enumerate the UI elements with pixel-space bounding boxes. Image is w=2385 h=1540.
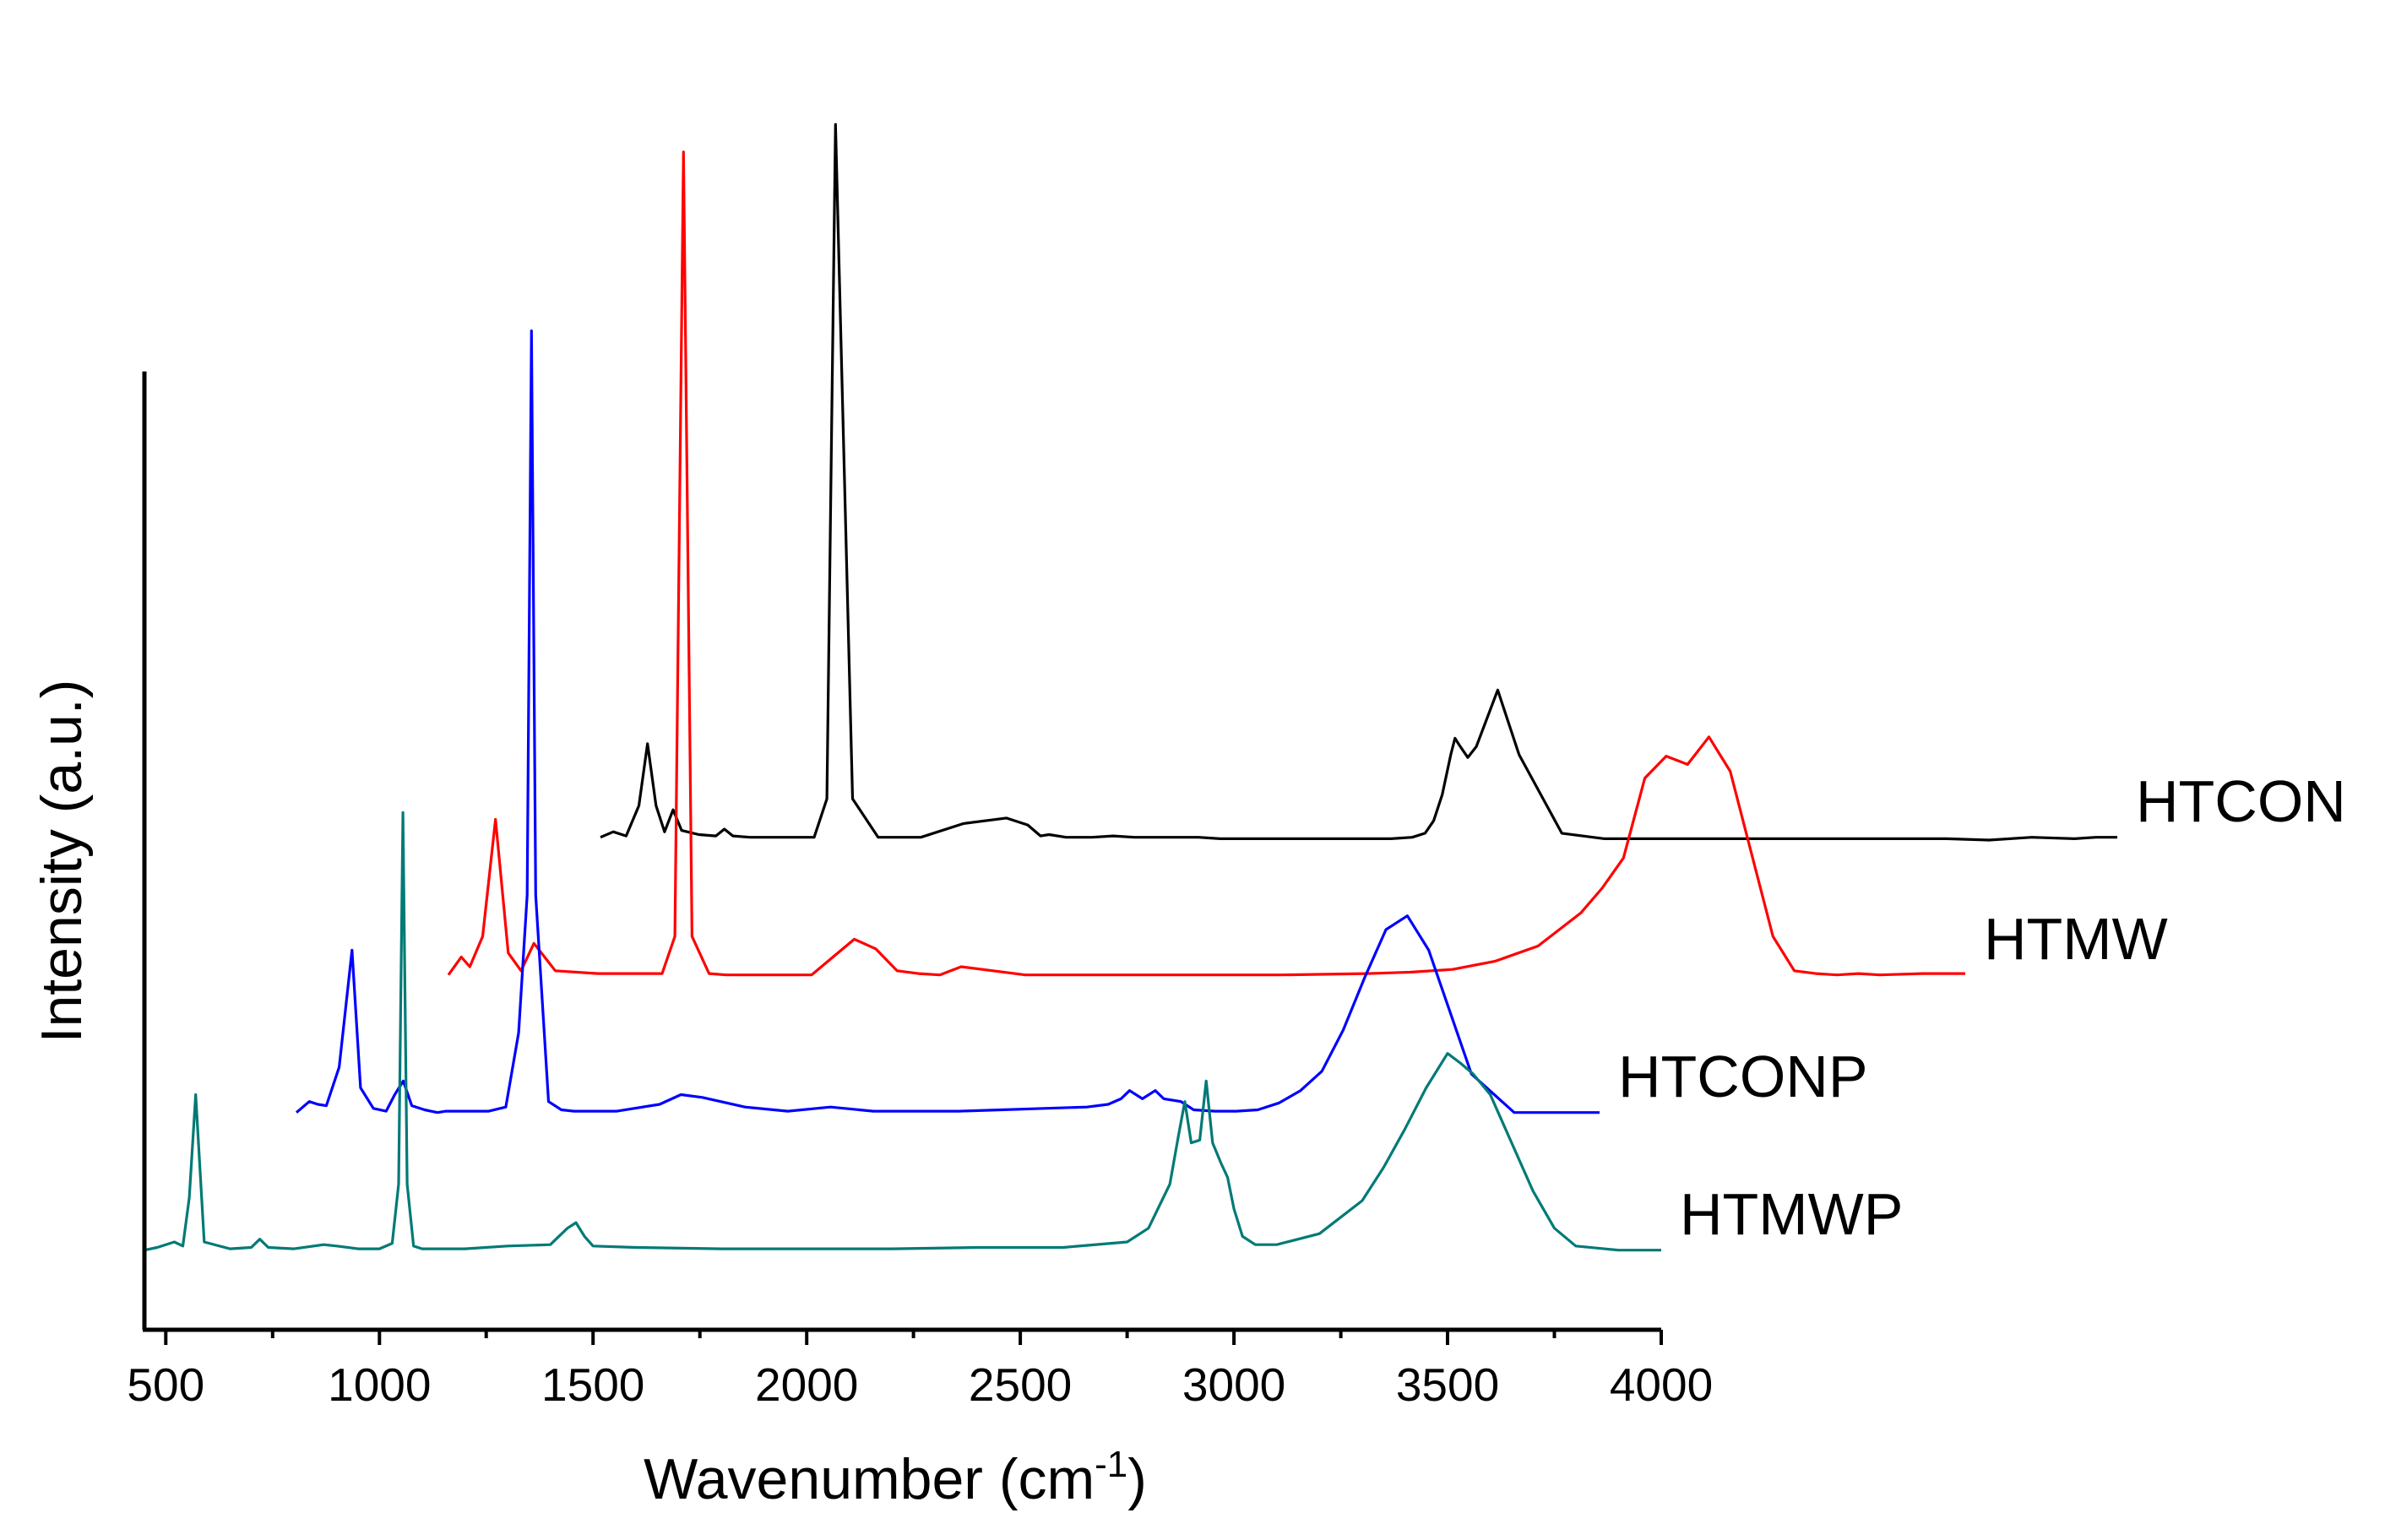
series-line-htcon [600, 122, 2117, 842]
x-axis-title-superscript: -1 [1095, 1444, 1127, 1485]
y-axis-title: Intensity (a.u.) [30, 680, 94, 1044]
axes [142, 371, 1661, 1332]
x-tick-label: 1500 [541, 1358, 644, 1411]
x-tick-label: 500 [127, 1358, 204, 1411]
x-axis-title: Wavenumber (cm-1) [644, 1444, 1147, 1511]
series-labels: HTCON HTMW HTCONP HTMWP [1618, 768, 2346, 1247]
series-label-htcon: HTCON [2136, 768, 2346, 834]
x-tick-label: 2000 [755, 1358, 858, 1411]
x-tick-label: 3000 [1182, 1358, 1285, 1411]
series-line-htmw [447, 150, 1965, 977]
x-ticks [164, 1330, 1663, 1345]
series-line-htmwp [144, 811, 1661, 1252]
series-line-htconp [295, 329, 1600, 1114]
x-tick-label: 3500 [1396, 1358, 1499, 1411]
spectra-traces [144, 122, 2117, 1252]
series-label-htmwp: HTMWP [1680, 1181, 1903, 1247]
series-label-htconp: HTCONP [1618, 1044, 1868, 1109]
x-tick-labels: 500 1000 1500 2000 2500 3000 3500 4000 [127, 1358, 1713, 1411]
series-label-htmw: HTMW [1984, 906, 2168, 972]
x-tick-label: 4000 [1610, 1358, 1713, 1411]
x-axis-title-suffix: ) [1127, 1447, 1147, 1511]
x-tick-label: 2500 [969, 1358, 1072, 1411]
x-tick-label: 1000 [328, 1358, 431, 1411]
